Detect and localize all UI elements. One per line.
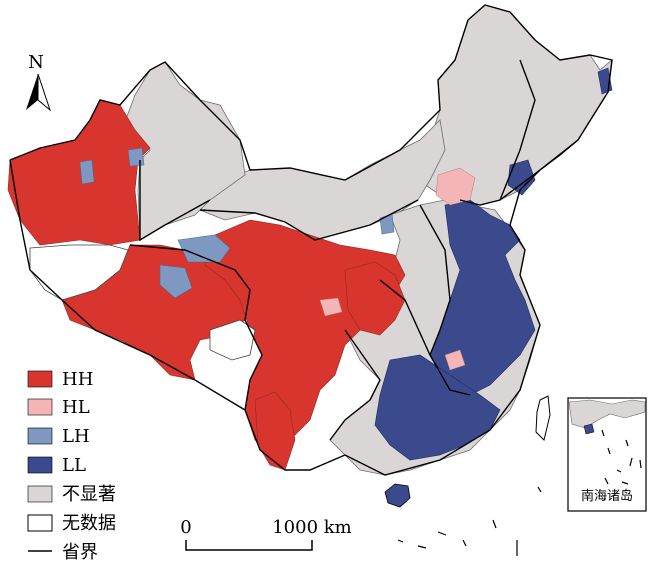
province-line-east-a (419, 204, 451, 356)
north-arrow-label: N (28, 52, 44, 73)
hl-hubei (444, 349, 466, 371)
scale-bar-end-label: 1000 km (272, 517, 352, 538)
island-mark-1 (397, 539, 404, 543)
legend-swatch-no-data (27, 514, 53, 532)
inset-island-hainan (583, 423, 595, 435)
legend-label-hh: HH (62, 369, 93, 390)
province-borders (9, 4, 613, 476)
province-line-northeast (459, 139, 579, 206)
lh-xinjiang-a (127, 147, 145, 167)
legend-label-hl: HL (62, 397, 90, 418)
island-mark-2 (417, 545, 427, 549)
north-arrow: N (26, 52, 52, 112)
hl-clusters (319, 167, 476, 371)
hh-chongqing-hubei (344, 261, 406, 336)
island-mark-7 (537, 486, 542, 493)
province-outline-north (9, 4, 613, 191)
legend-swatch-hh (27, 370, 53, 388)
province-line-south (329, 329, 381, 441)
province-line-xinjiang-gansu (139, 160, 211, 242)
legend-label-not-significant: 不显著 (62, 484, 116, 505)
inset-nine-dash-marks (601, 429, 642, 485)
scale-bar: 0 1000 km (180, 517, 352, 551)
legend-label-ll: LL (62, 455, 86, 476)
inset-label: 南海诸岛 (581, 488, 633, 504)
hh-clusters (7, 99, 406, 471)
province-line-inner-mongolia (199, 199, 419, 241)
no-data-regions (29, 244, 256, 361)
small-islands (397, 486, 542, 556)
south-china-sea-inset: 南海诸岛 (567, 397, 647, 512)
taiwan-island (535, 395, 551, 441)
province-line-qinghai-tibet (129, 244, 251, 291)
lh-clusters (79, 147, 395, 299)
north-arrow-icon (26, 74, 38, 110)
hh-xinjiang-west (7, 99, 151, 246)
province-line-tibet-sichuan (244, 289, 263, 411)
lh-gansu (379, 213, 395, 235)
north-arrow-icon-outline (37, 73, 52, 112)
ll-liaoning (507, 159, 536, 196)
lh-qinghai-lake (177, 234, 231, 263)
legend-label-no-data: 无数据 (62, 513, 116, 534)
legend-swatch-ll (27, 456, 53, 474)
island-mark-5 (492, 519, 497, 529)
legend: HH HL LH LL 不显著 无数据 省界 (27, 369, 116, 563)
lh-xinjiang-b (79, 159, 95, 185)
scale-bar-start-label: 0 (180, 517, 191, 538)
no-data-tibet-north (29, 244, 129, 301)
lh-qaidam (159, 264, 193, 299)
hainan-island (384, 483, 411, 508)
province-outline-south (9, 159, 541, 476)
inset-coastline (568, 399, 646, 429)
province-line-northeast-b (499, 59, 536, 201)
province-line-east-b (379, 279, 471, 396)
island-mark-4 (462, 539, 467, 547)
legend-swatch-hl (27, 398, 53, 416)
legend-label-lh: LH (62, 426, 90, 447)
island-mark-3 (437, 531, 447, 536)
ll-clusters (374, 67, 613, 461)
hl-sichuan-basin (319, 297, 343, 317)
hl-hebei-north (435, 167, 476, 206)
scale-bar-line (185, 540, 313, 551)
no-data-tibet-pocket (209, 319, 256, 361)
legend-swatch-lh (27, 427, 53, 445)
legend-label-province-border: 省界 (62, 542, 98, 563)
legend-swatch-not-significant (27, 485, 53, 503)
